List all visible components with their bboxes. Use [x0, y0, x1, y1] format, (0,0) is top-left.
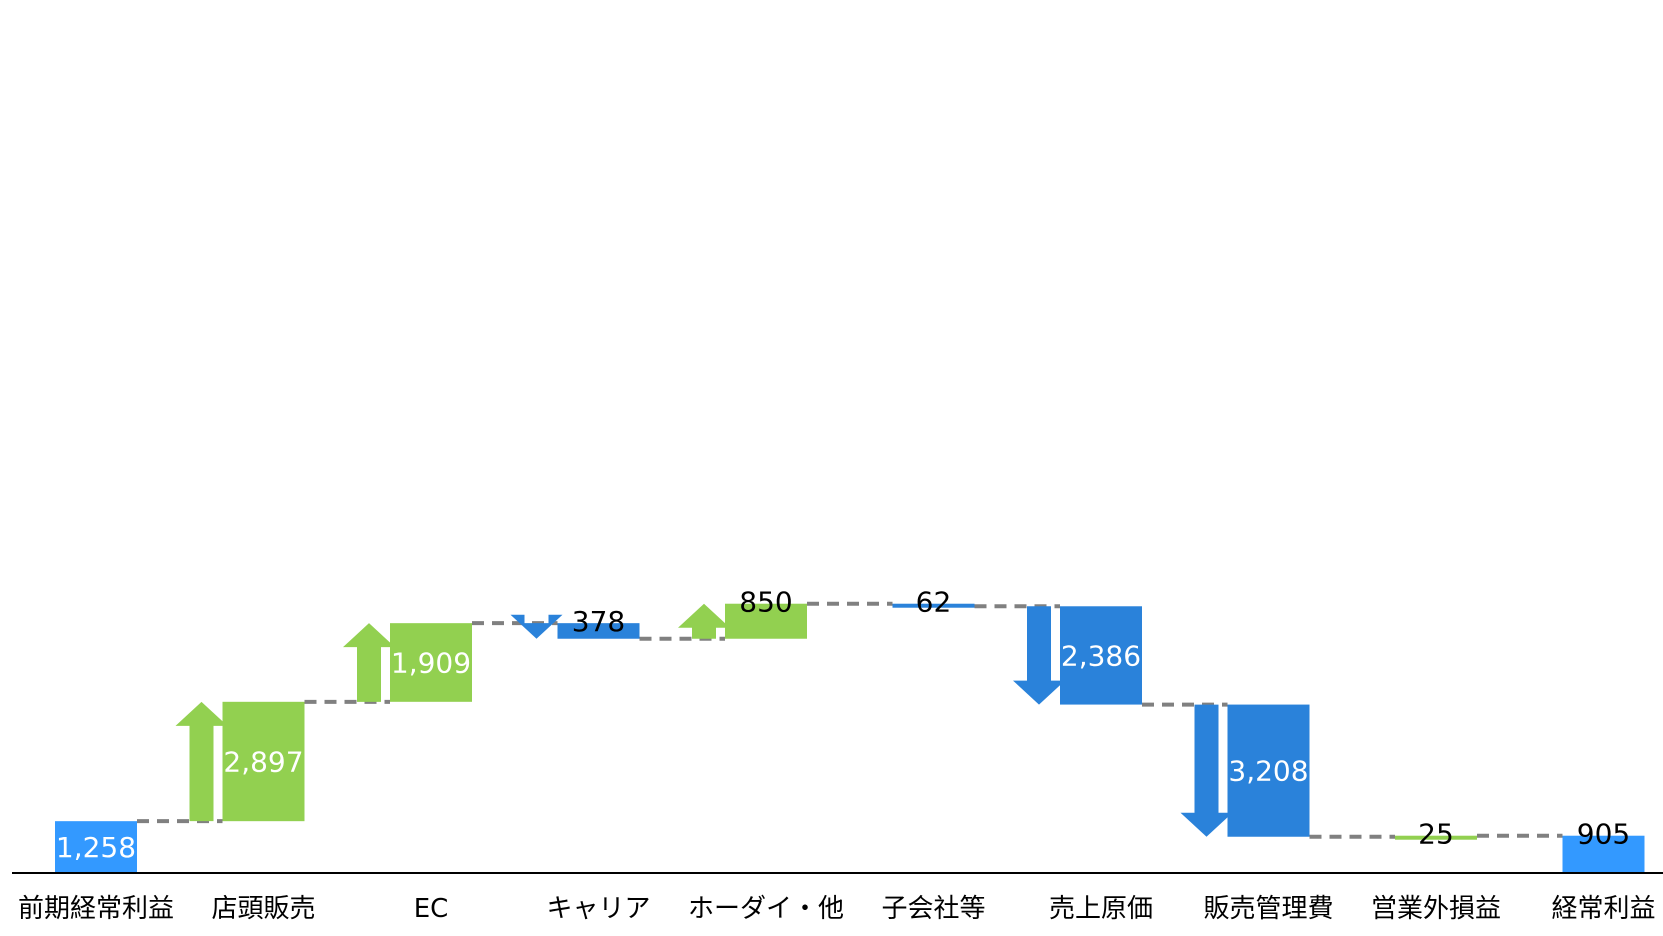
up-arrow-icon — [678, 603, 730, 639]
data-label: 3,208 — [1228, 755, 1308, 788]
bar-営業外損益 — [1395, 835, 1477, 840]
bar-キャリア — [557, 623, 640, 639]
data-label: 25 — [1418, 818, 1454, 851]
up-arrow-icon — [343, 623, 395, 702]
data-label: 2,386 — [1061, 639, 1141, 672]
bar-前期経常利益 — [55, 821, 137, 873]
bar-店頭販売 — [222, 701, 305, 822]
data-label: 1,258 — [56, 831, 136, 864]
bar-経常利益 — [1562, 835, 1645, 873]
data-label: 850 — [739, 586, 792, 619]
down-arrow-icon — [1013, 606, 1065, 705]
data-label: 62 — [916, 586, 952, 619]
category-label: 経常利益 — [1551, 894, 1655, 924]
bar-売上原価 — [1060, 606, 1142, 705]
category-label: 前期経常利益 — [18, 894, 174, 924]
data-label: 378 — [572, 605, 625, 638]
category-label: 売上原価 — [1049, 894, 1153, 924]
bar-ホーダイ・他 — [725, 603, 807, 639]
down-arrow-icon — [510, 614, 563, 639]
category-label: 販売管理費 — [1203, 894, 1333, 924]
bar-EC — [390, 623, 472, 702]
data-label: 905 — [1577, 818, 1630, 851]
category-label: キャリア — [546, 894, 650, 924]
category-label: 営業外損益 — [1371, 894, 1501, 924]
up-arrow-icon — [175, 701, 228, 822]
down-arrow-icon — [1180, 704, 1233, 837]
category-label: 店頭販売 — [211, 894, 315, 924]
bar-販売管理費 — [1227, 704, 1310, 837]
data-label: 2,897 — [223, 745, 303, 778]
category-label: EC — [414, 894, 449, 924]
category-label: 子会社等 — [881, 894, 985, 924]
data-label: 1,909 — [391, 646, 471, 679]
category-label: ホーダイ・他 — [688, 894, 844, 924]
bar-子会社等 — [892, 603, 975, 608]
